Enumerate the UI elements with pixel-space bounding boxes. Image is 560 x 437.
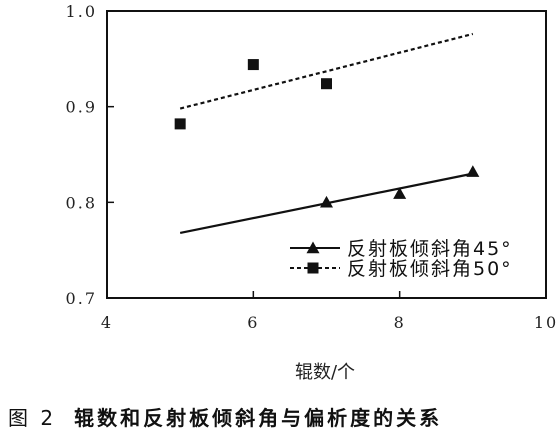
plot-axes: [106, 10, 547, 299]
figure-caption: 图 2 辊数和反射板倾斜角与偏析度的关系: [8, 402, 442, 431]
fit-line-series-2: [179, 32, 474, 110]
figure-caption-text: 辊数和反射板倾斜角与偏析度的关系: [74, 406, 443, 430]
x-tick-label: 6: [247, 313, 259, 332]
data-point-series-2: [247, 59, 259, 71]
y-tick-label: 0.9: [66, 98, 97, 117]
y-tick-label: 0.7: [66, 289, 97, 308]
x-axis-label: 辊数/个: [295, 362, 355, 383]
y-tick-label: 1.0: [66, 2, 97, 21]
x-tick-label: 4: [101, 313, 113, 332]
legend-label: 反射板倾斜角45°: [347, 238, 513, 260]
plot-frame: [106, 10, 547, 299]
legend-marker: [306, 241, 320, 254]
data-point-series-1: [466, 165, 480, 177]
tick-labels: 0.7 0.8 0.9 1.0 4 6 8 10: [66, 2, 558, 332]
data-point-series-2: [321, 78, 332, 90]
data-point-series-1: [393, 187, 407, 199]
x-tick-label: 10: [534, 313, 558, 332]
figure-number: 图 2: [8, 406, 57, 430]
legend: 反射板倾斜角45°反射板倾斜角50°: [290, 238, 513, 280]
legend-label: 反射板倾斜角50°: [347, 258, 513, 280]
chart: 0.7 0.8 0.9 1.0 4 6 8 10 反射板倾斜角45°反射板倾斜角50° 辊数/…: [66, 2, 558, 383]
legend-marker: [307, 262, 319, 274]
data-point-series-2: [174, 118, 186, 130]
y-tick-label: 0.8: [66, 193, 97, 212]
data-points: [174, 59, 480, 208]
data-point-series-1: [320, 195, 333, 208]
x-tick-label: 8: [394, 313, 406, 332]
